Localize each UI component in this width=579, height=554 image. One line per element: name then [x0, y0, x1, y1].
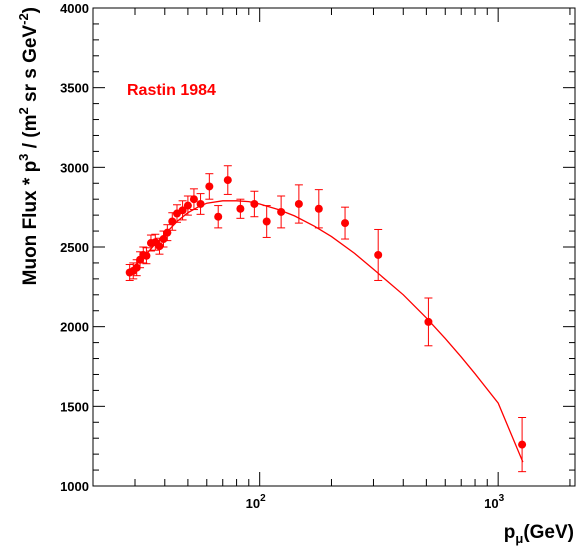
y-tick-label: 4000	[60, 1, 89, 16]
point-marker	[518, 440, 527, 449]
data-point	[314, 189, 323, 229]
x-axis-title-sub: μ	[515, 531, 523, 546]
data-point	[424, 297, 433, 347]
y-tick-label: 3000	[60, 160, 89, 175]
point-marker	[424, 317, 433, 326]
data-point	[142, 247, 151, 265]
y-tick-label: 2000	[60, 320, 89, 335]
y-tick-label: 3500	[60, 81, 89, 96]
point-marker	[214, 212, 223, 221]
y-axis-title-sup3: -2	[16, 13, 31, 25]
data-point	[250, 190, 259, 218]
data-point	[155, 237, 164, 255]
data-point	[196, 193, 205, 215]
data-point	[262, 205, 271, 238]
data-point	[178, 200, 187, 221]
data-point	[341, 206, 350, 240]
point-marker	[236, 204, 245, 213]
y-tick-label: 2500	[60, 240, 89, 255]
point-marker	[341, 219, 350, 228]
data-point	[374, 228, 383, 281]
fit-curve-layer	[127, 200, 524, 463]
y-axis-title-sup2: 2	[16, 107, 31, 114]
data-point	[518, 416, 527, 473]
point-marker	[183, 201, 192, 210]
x-axis-title: pμ(GeV)	[504, 522, 574, 546]
x-axis-title-rest: (GeV)	[523, 522, 574, 543]
y-axis-title-part2: / (m	[20, 115, 41, 154]
y-axis-title-part3: sr s GeV	[20, 25, 41, 108]
point-marker	[262, 217, 271, 226]
point-marker	[168, 217, 177, 226]
point-marker	[155, 242, 164, 251]
data-points-layer	[125, 165, 527, 473]
x-tick-label: 102	[246, 493, 266, 511]
fit-curve	[127, 200, 524, 463]
point-marker	[314, 204, 323, 213]
x-axis-title-base: p	[504, 522, 516, 543]
y-tick-label: 1500	[60, 399, 89, 414]
point-marker	[196, 199, 205, 208]
data-point	[223, 165, 232, 195]
x-axis: 102 103	[92, 8, 571, 511]
point-marker	[189, 195, 198, 204]
x-tick-label: 103	[484, 493, 504, 511]
y-axis-title: Muon Flux * p3 / (m2 sr s GeV-2)	[16, 7, 41, 285]
data-point	[277, 195, 286, 229]
point-marker	[142, 251, 151, 260]
point-marker	[277, 207, 286, 216]
point-marker	[178, 206, 187, 215]
y-axis: 1000 1500 2000 2500 3000 3500 4000	[60, 1, 575, 494]
point-marker	[294, 199, 303, 208]
data-point	[189, 188, 198, 211]
data-point	[183, 195, 192, 216]
data-point	[205, 173, 214, 200]
data-point	[214, 205, 223, 229]
data-point	[236, 198, 245, 219]
point-marker	[223, 176, 232, 185]
data-point	[294, 184, 303, 224]
y-axis-title-part1: Muon Flux * p	[20, 161, 41, 286]
series-annotation: Rastin 1984	[127, 82, 216, 99]
y-tick-label: 1000	[60, 479, 89, 494]
point-marker	[250, 199, 259, 208]
y-axis-title-sup1: 3	[16, 154, 31, 161]
point-marker	[205, 182, 214, 191]
y-axis-title-part4: )	[20, 7, 41, 13]
point-marker	[374, 250, 383, 259]
